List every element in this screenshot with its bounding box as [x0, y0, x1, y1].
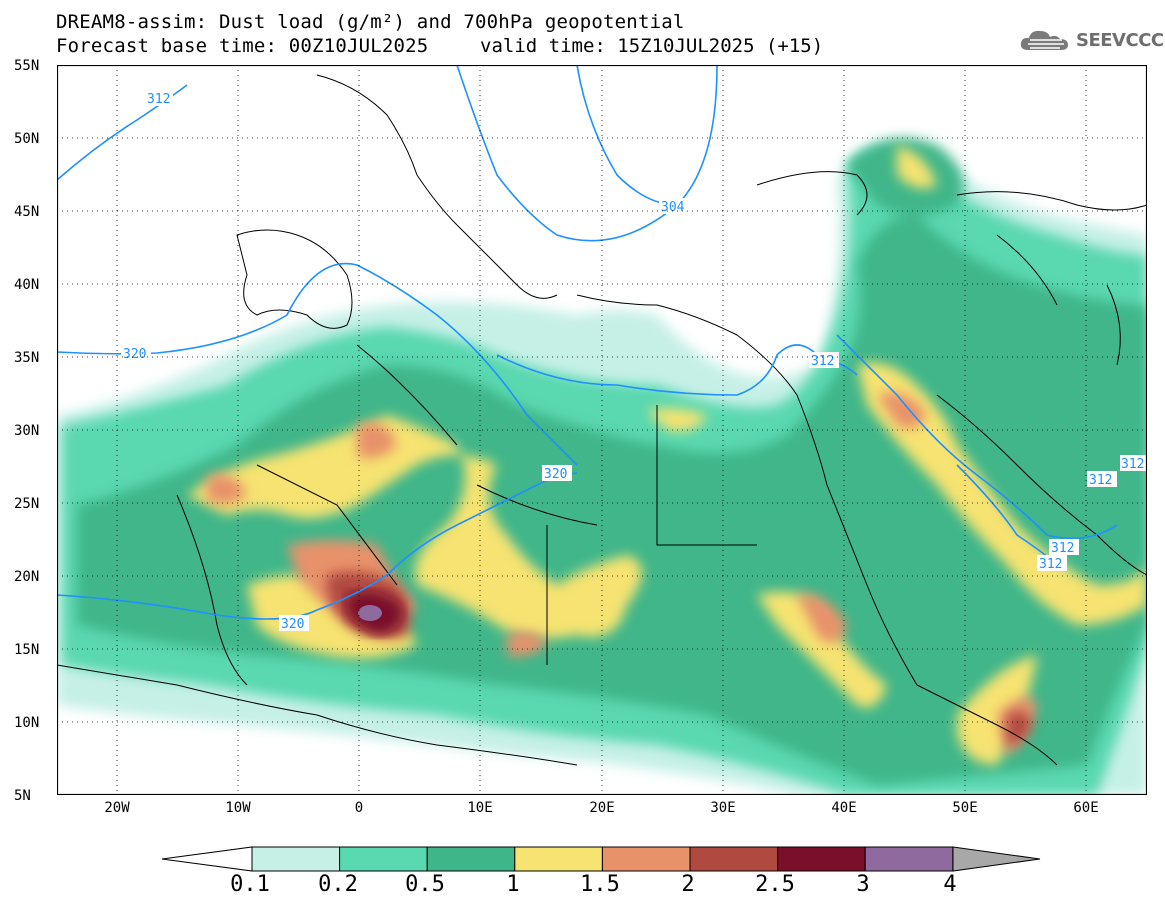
colorbar-box [426, 846, 516, 872]
lon-tick: 60E [1073, 800, 1099, 816]
lat-tick: 55N [14, 58, 40, 74]
colorbar-label: 2 [681, 872, 695, 897]
colorbar-label: 3 [856, 872, 870, 897]
lat-tick: 10N [14, 715, 40, 731]
colorbar-box [689, 846, 779, 872]
lat-tick: 50N [14, 131, 40, 147]
lat-tick: 15N [14, 642, 40, 658]
contour-label: 320 [544, 467, 567, 482]
colorbar-box [601, 846, 691, 872]
dust-load-shading [57, 138, 1147, 795]
lon-tick: 20E [589, 800, 615, 816]
contour-labels: 312 320 304 320 320 312 312 312 312 312 [121, 90, 1150, 632]
lon-tick: 0 [354, 800, 364, 816]
colorbar-boxes [251, 846, 954, 872]
coastlines [56, 74, 1148, 766]
colorbar-box [514, 846, 603, 872]
seevccc-logo: SEEVCCC [1018, 26, 1164, 54]
geopotential-contours [56, 64, 1118, 620]
colorbar-label: 0.1 [230, 872, 270, 897]
cloud-logo-icon [1020, 30, 1068, 50]
colorbar-label: 1 [506, 872, 520, 897]
colorbar-label: 1.5 [580, 872, 620, 897]
colorbar-label: 4 [943, 872, 957, 897]
lon-tick: 30E [710, 800, 736, 816]
contour-label: 312 [811, 354, 834, 369]
lat-tick: 5N [14, 788, 31, 804]
logo-text: SEEVCCC [1076, 29, 1164, 51]
colorbar-label: 0.2 [318, 872, 358, 897]
contour-label: 312 [1121, 457, 1144, 472]
colorbar-box [339, 846, 428, 872]
map-title: DREAM8-assim: Dust load (g/m²) and 700hP… [56, 11, 685, 33]
contour-label: 304 [661, 200, 685, 215]
contour-label: 312 [1089, 473, 1112, 488]
colorbar-label: 2.5 [755, 872, 795, 897]
forecast-base-time: Forecast base time: 00Z10JUL2025 [56, 35, 429, 57]
lat-tick: 20N [14, 569, 40, 585]
lon-tick: 10E [467, 800, 493, 816]
contour-label: 312 [147, 92, 170, 107]
colorbar-box [777, 846, 866, 872]
contour-label: 320 [123, 347, 146, 362]
colorbar-box [251, 846, 341, 872]
colorbar-end [952, 846, 1041, 872]
lat-tick: 30N [14, 423, 40, 439]
lat-tick: 45N [14, 204, 40, 220]
lon-tick: 40E [831, 800, 857, 816]
lat-tick: 40N [14, 277, 40, 293]
map-frame [56, 64, 1148, 796]
lon-tick: 10W [225, 800, 251, 816]
lon-tick: 50E [952, 800, 978, 816]
map-grid [57, 65, 1147, 795]
valid-time: valid time: 15Z10JUL2025 (+15) [480, 35, 824, 57]
lon-tick: 20W [104, 800, 130, 816]
colorbar-box [864, 846, 954, 872]
contour-label: 320 [281, 617, 304, 632]
map-panel: 312 320 304 320 320 312 312 312 312 312 [56, 64, 1150, 796]
lat-tick: 35N [14, 350, 40, 366]
contour-label: 312 [1039, 557, 1062, 572]
colorbar-label: 0.5 [405, 872, 445, 897]
lat-tick: 25N [14, 496, 40, 512]
contour-label: 312 [1051, 541, 1074, 556]
dust-map: 312 320 304 320 320 312 312 312 312 312 [56, 64, 1150, 796]
colorbar [161, 846, 1041, 872]
